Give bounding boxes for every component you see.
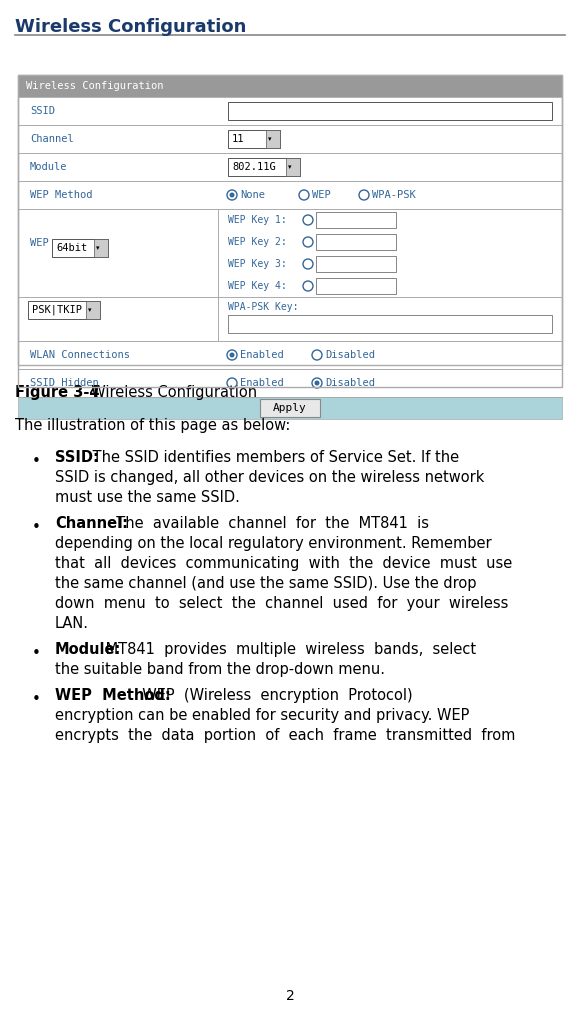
Text: ▾: ▾ bbox=[288, 164, 292, 170]
Text: Enabled: Enabled bbox=[240, 378, 284, 388]
Text: None: None bbox=[240, 190, 265, 200]
Bar bbox=[228, 315, 552, 333]
Text: Wireless Configuration: Wireless Configuration bbox=[15, 18, 246, 36]
Text: down  menu  to  select  the  channel  used  for  your  wireless: down menu to select the channel used for… bbox=[55, 596, 509, 611]
Text: Module:: Module: bbox=[55, 642, 121, 657]
Text: WEP Key 3:: WEP Key 3: bbox=[228, 259, 287, 269]
Text: SSID is changed, all other devices on the wireless network: SSID is changed, all other devices on th… bbox=[55, 470, 484, 485]
Text: depending on the local regulatory environment. Remember: depending on the local regulatory enviro… bbox=[55, 536, 492, 551]
Text: WEP  Method:: WEP Method: bbox=[55, 688, 171, 703]
Text: The illustration of this page as below:: The illustration of this page as below: bbox=[15, 418, 291, 433]
Text: SSID: SSID bbox=[30, 106, 55, 116]
Text: WEP: WEP bbox=[30, 238, 49, 248]
Text: the suitable band from the drop-down menu.: the suitable band from the drop-down men… bbox=[55, 662, 385, 677]
Text: PSK|TKIP: PSK|TKIP bbox=[32, 305, 82, 315]
Text: ▾: ▾ bbox=[96, 245, 100, 251]
Text: WLAN Connections: WLAN Connections bbox=[30, 350, 130, 360]
Text: Enabled: Enabled bbox=[240, 350, 284, 360]
Text: Disabled: Disabled bbox=[325, 350, 375, 360]
Text: •: • bbox=[32, 646, 41, 661]
Text: WEP: WEP bbox=[312, 190, 331, 200]
Text: Module: Module bbox=[30, 162, 67, 172]
Text: SSID:: SSID: bbox=[55, 450, 99, 465]
Text: Wireless Configuration: Wireless Configuration bbox=[26, 81, 164, 91]
Text: Wireless Configuration: Wireless Configuration bbox=[82, 385, 257, 400]
Text: Channel:: Channel: bbox=[55, 516, 128, 531]
Bar bbox=[316, 212, 396, 228]
Text: encryption can be enabled for security and privacy. WEP: encryption can be enabled for security a… bbox=[55, 708, 469, 723]
Bar bbox=[316, 256, 396, 272]
Bar bbox=[260, 399, 320, 417]
Text: •: • bbox=[32, 692, 41, 707]
Circle shape bbox=[230, 353, 234, 358]
Text: 2: 2 bbox=[285, 989, 295, 1003]
Bar bbox=[228, 102, 552, 120]
Bar bbox=[316, 278, 396, 294]
Text: encrypts  the  data  portion  of  each  frame  transmitted  from: encrypts the data portion of each frame … bbox=[55, 728, 516, 743]
Circle shape bbox=[314, 381, 320, 385]
Bar bbox=[52, 239, 108, 257]
Bar bbox=[228, 130, 280, 148]
Text: ▾: ▾ bbox=[88, 307, 92, 313]
Text: WPA-PSK Key:: WPA-PSK Key: bbox=[228, 302, 299, 312]
Text: •: • bbox=[32, 520, 41, 535]
Text: the same channel (and use the same SSID). Use the drop: the same channel (and use the same SSID)… bbox=[55, 576, 477, 591]
Text: WEP Key 1:: WEP Key 1: bbox=[228, 215, 287, 225]
Text: Figure 3-4: Figure 3-4 bbox=[15, 385, 100, 400]
Text: 11: 11 bbox=[232, 134, 245, 144]
Text: WEP Key 4:: WEP Key 4: bbox=[228, 281, 287, 291]
Bar bbox=[18, 397, 562, 419]
Bar bbox=[18, 75, 562, 387]
Text: ▾: ▾ bbox=[268, 136, 271, 142]
Text: Apply: Apply bbox=[273, 403, 307, 412]
Text: The  available  channel  for  the  MT841  is: The available channel for the MT841 is bbox=[107, 516, 429, 531]
Text: Channel: Channel bbox=[30, 134, 74, 144]
Bar bbox=[28, 301, 100, 319]
Text: SSID Hidden: SSID Hidden bbox=[30, 378, 99, 388]
Bar bbox=[286, 158, 300, 176]
Text: WEP Method: WEP Method bbox=[30, 190, 92, 200]
Text: •: • bbox=[32, 454, 41, 469]
Bar bbox=[86, 301, 100, 319]
Bar bbox=[316, 234, 396, 250]
Text: The SSID identifies members of Service Set. If the: The SSID identifies members of Service S… bbox=[88, 450, 459, 465]
Text: WPA-PSK: WPA-PSK bbox=[372, 190, 416, 200]
Text: Disabled: Disabled bbox=[325, 378, 375, 388]
Text: WEP Key 2:: WEP Key 2: bbox=[228, 237, 287, 247]
Bar bbox=[18, 75, 562, 97]
Text: 802.11G: 802.11G bbox=[232, 162, 276, 172]
Bar bbox=[94, 239, 108, 257]
Text: MT841  provides  multiple  wireless  bands,  select: MT841 provides multiple wireless bands, … bbox=[100, 642, 476, 657]
Bar bbox=[18, 75, 562, 365]
Text: that  all  devices  communicating  with  the  device  must  use: that all devices communicating with the … bbox=[55, 556, 512, 571]
Text: LAN.: LAN. bbox=[55, 616, 89, 631]
Bar bbox=[266, 130, 280, 148]
Text: 64bit: 64bit bbox=[56, 243, 87, 253]
Text: must use the same SSID.: must use the same SSID. bbox=[55, 490, 240, 505]
Bar bbox=[228, 158, 300, 176]
Text: WEP  (Wireless  encryption  Protocol): WEP (Wireless encryption Protocol) bbox=[133, 688, 413, 703]
Circle shape bbox=[230, 192, 234, 197]
